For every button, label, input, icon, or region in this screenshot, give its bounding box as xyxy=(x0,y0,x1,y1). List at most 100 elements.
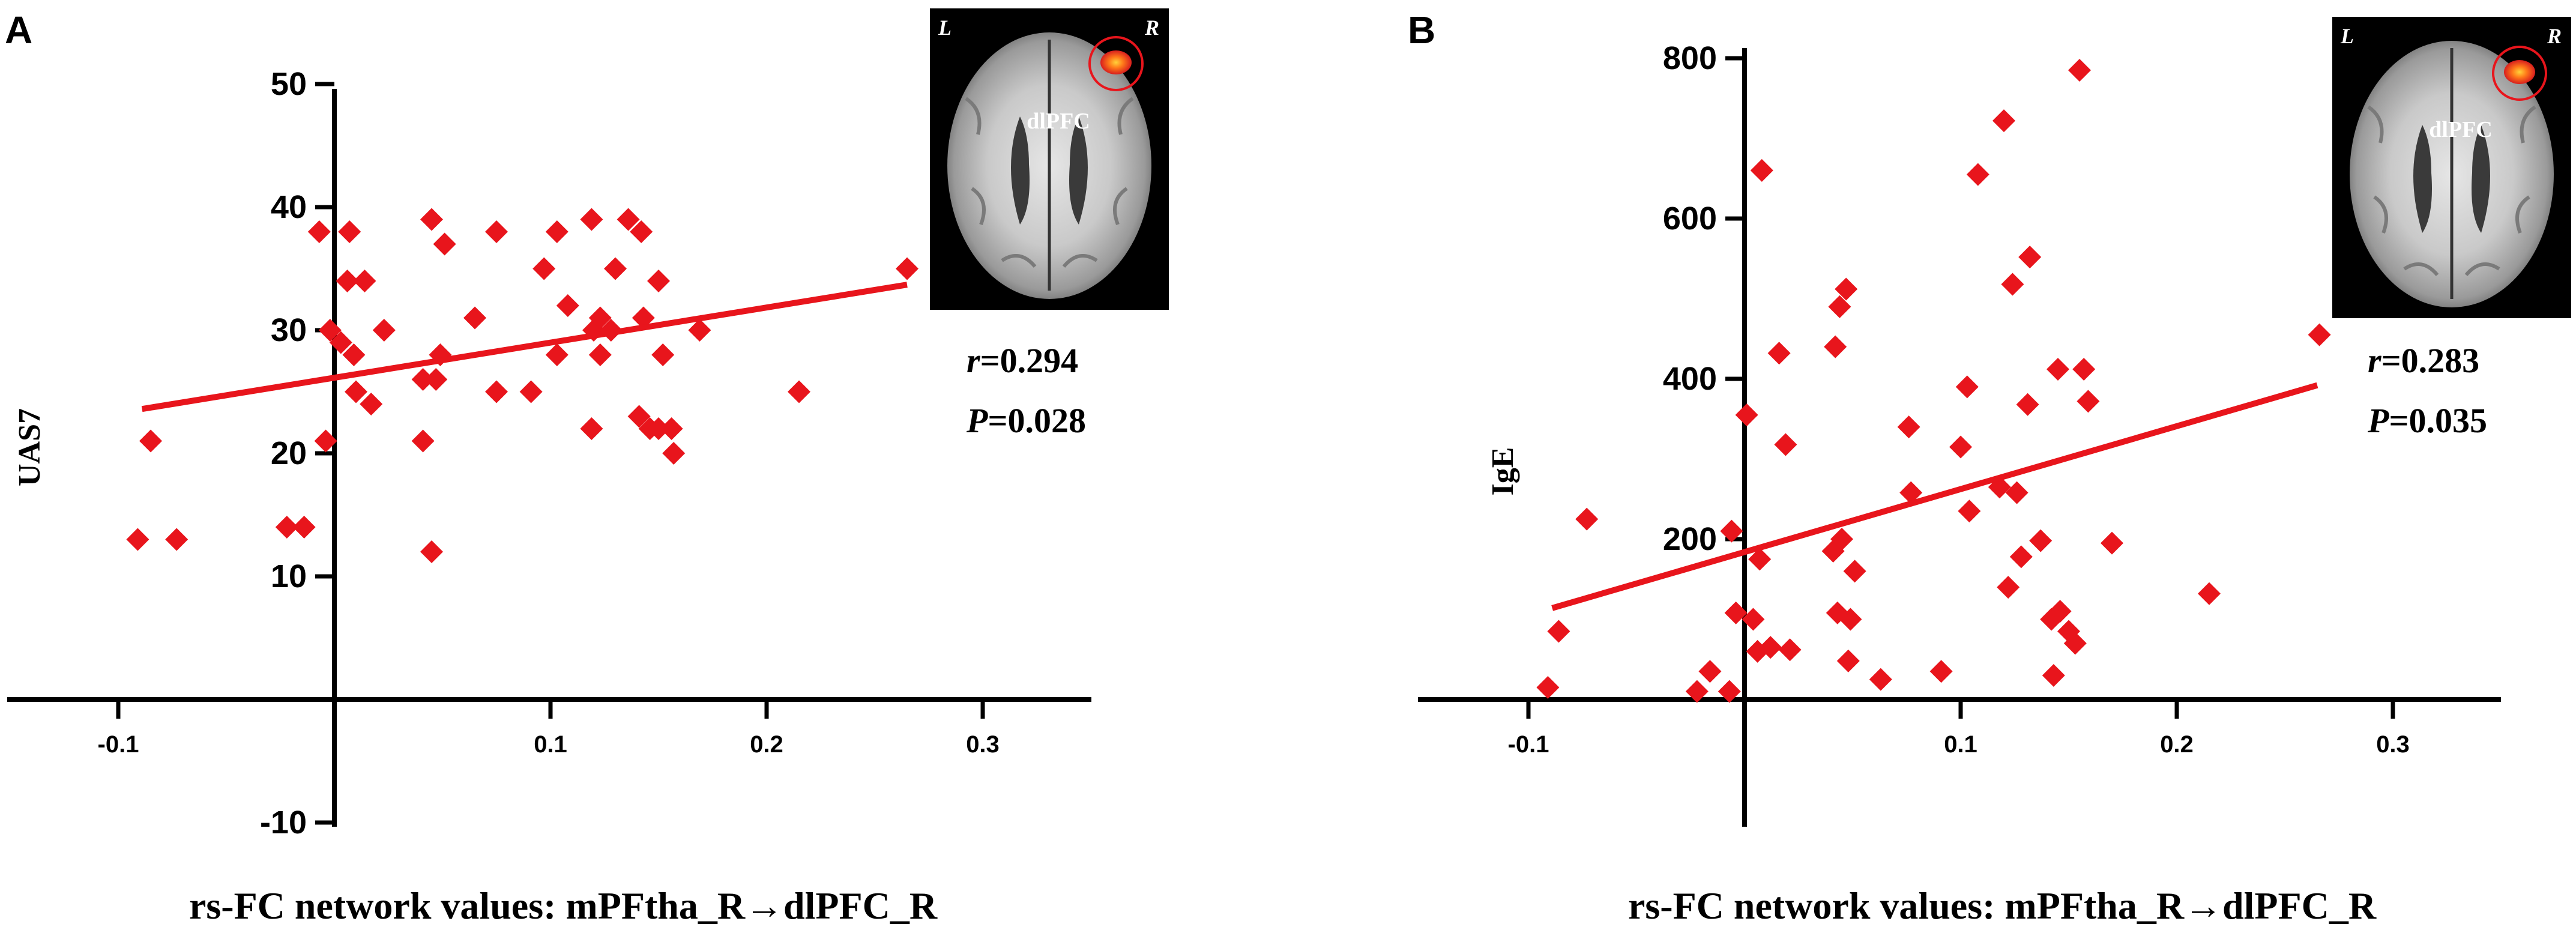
panel-a-data-point xyxy=(485,380,508,403)
panel-a-y-label: UAS7 xyxy=(13,408,47,486)
panel-b-data-point xyxy=(1929,660,1953,683)
panel-b-data-point xyxy=(1824,335,1847,358)
panel-a-data-point xyxy=(336,270,359,292)
panel-a-data-point xyxy=(275,516,298,539)
panel-b-y-label: IgE xyxy=(1486,447,1520,496)
panel-b-data-point xyxy=(1949,435,1972,459)
panel-a-data-point xyxy=(580,417,603,440)
panel-b-r-value: =0.283 xyxy=(2381,341,2480,380)
panel-b-y-tick-label: 800 xyxy=(1663,40,1717,76)
panel-b-p-value: =0.035 xyxy=(2389,401,2487,440)
panel-b-data-point xyxy=(2047,357,2069,381)
panel-a-data-point xyxy=(307,220,331,243)
panel-b-data-point xyxy=(1899,481,1923,504)
panel-a-r-symbol: r xyxy=(967,341,980,380)
panel-a-r-stat: r=0.294 xyxy=(967,341,1078,380)
panel-a-x-tick-label: -0.1 xyxy=(98,731,139,758)
panel-b-data-point xyxy=(1958,500,1981,523)
panel-b-data-point xyxy=(2077,390,2100,413)
panel-b-points xyxy=(1536,59,2331,703)
panel-a-x-tick-label: 0.1 xyxy=(534,731,567,758)
panel-a-data-point xyxy=(604,257,627,280)
panel-a-inset-left-label: L xyxy=(938,16,952,40)
panel-a-y-tick-label: 50 xyxy=(271,66,307,102)
panel-b-y-tick-label: 200 xyxy=(1663,521,1717,557)
panel-a-data-point xyxy=(545,220,569,243)
panel-b-r-symbol: r xyxy=(2368,341,2381,380)
panel-a-data-point xyxy=(372,319,396,342)
panel-b-data-point xyxy=(2018,246,2042,269)
panel-a-p-value: =0.028 xyxy=(988,401,1086,440)
panel-a-data-point xyxy=(318,319,342,342)
panel-a-data-point xyxy=(627,405,651,428)
panel-b-data-point xyxy=(1698,660,1722,683)
panel-a-activation-circle xyxy=(1088,36,1144,91)
panel-a-data-point xyxy=(660,417,683,440)
panel-a-y-tick-label: 40 xyxy=(271,189,307,225)
panel-b-data-point xyxy=(1836,649,1860,672)
panel-b-ventricle-right xyxy=(2472,125,2490,233)
panel-a-data-point xyxy=(788,380,810,403)
panel-b-data-point xyxy=(2198,582,2221,605)
panel-b-data-point xyxy=(1750,159,1773,182)
panel-b-data-point xyxy=(1759,636,1782,659)
panel-a-ventricle-left xyxy=(1011,116,1030,225)
panel-a-y-tick-label: 20 xyxy=(271,435,307,471)
panel-b-data-point xyxy=(1843,560,1866,583)
panel-a-p-stat: P=0.028 xyxy=(966,401,1086,440)
panel-b-data-point xyxy=(1748,548,1772,571)
panel-b-inset-region-label: dlPFC xyxy=(2429,117,2493,142)
panel-b-y-ticks: 200 400 600 800 xyxy=(1663,40,1745,557)
panel-a-data-point xyxy=(420,540,443,563)
panel-b-inset-right-label: R xyxy=(2547,24,2562,48)
panel-b-brain-inset: L R dlPFC xyxy=(2332,17,2571,318)
panel-a: A -10 10 20 30 40 50 -0.1 0.1 0.2 0.3 UAS7 rs-FC… xyxy=(5,8,1169,927)
panel-a-data-point xyxy=(651,343,675,366)
panel-a-data-point xyxy=(617,208,640,231)
panel-a-y-tick-label: 10 xyxy=(271,558,307,594)
panel-a-data-point xyxy=(342,343,366,366)
panel-b-data-point xyxy=(2029,529,2053,552)
panel-b-x-label: rs-FC network values: mPFtha_R→dlPFC_R xyxy=(1628,884,2377,927)
panel-b-data-point xyxy=(1778,638,1802,662)
panel-a-ventricle-right xyxy=(1069,116,1088,225)
panel-b-data-point xyxy=(2009,545,2033,569)
panel-b-data-point xyxy=(2072,357,2096,381)
panel-b-ventricle-left xyxy=(2413,125,2432,233)
panel-b-data-point xyxy=(1774,433,1797,456)
panel-a-data-point xyxy=(662,442,686,465)
panel-b-p-stat: P=0.035 xyxy=(2367,401,2487,440)
panel-b-x-tick-label: -0.1 xyxy=(1508,731,1549,758)
panel-b-data-point xyxy=(1685,680,1709,703)
panel-a-data-point xyxy=(485,220,508,243)
panel-a-x-ticks: -0.1 0.1 0.2 0.3 xyxy=(98,699,1000,758)
panel-a-activation-blob xyxy=(1100,50,1132,74)
panel-b-data-point xyxy=(1720,519,1743,543)
panel-a-y-ticks: -10 10 20 30 40 50 xyxy=(260,66,334,841)
panel-a-inset-region-label: dlPFC xyxy=(1027,109,1090,134)
panel-b-data-point xyxy=(2101,531,2123,555)
panel-a-data-point xyxy=(556,294,579,317)
panel-b-activation-blob xyxy=(2504,60,2535,84)
panel-b-data-point xyxy=(1897,415,1920,439)
panel-b-activation-circle xyxy=(2492,46,2547,101)
panel-a-data-point xyxy=(688,319,711,342)
panel-b-y-tick-label: 400 xyxy=(1663,361,1717,397)
panel-a-data-point xyxy=(424,368,448,391)
panel-b-data-point xyxy=(1547,620,1570,643)
panel-b-data-point xyxy=(1724,601,1748,624)
panel-a-data-point xyxy=(532,257,556,280)
panel-a-data-point xyxy=(360,393,383,415)
panel-b-x-tick-label: 0.2 xyxy=(2160,731,2194,758)
panel-a-data-point xyxy=(411,429,435,453)
panel-b-data-point xyxy=(1536,675,1560,699)
panel-a-data-point xyxy=(126,528,149,551)
panel-a-brain-inset: L R dlPFC xyxy=(930,8,1169,310)
panel-b-data-point xyxy=(1955,375,1979,399)
panel-a-data-point xyxy=(329,331,352,354)
panel-b-data-point xyxy=(2068,59,2091,82)
panel-b-x-tick-label: 0.3 xyxy=(2376,731,2410,758)
panel-a-x-tick-label: 0.3 xyxy=(966,731,1000,758)
panel-b-data-point xyxy=(2001,273,2024,296)
